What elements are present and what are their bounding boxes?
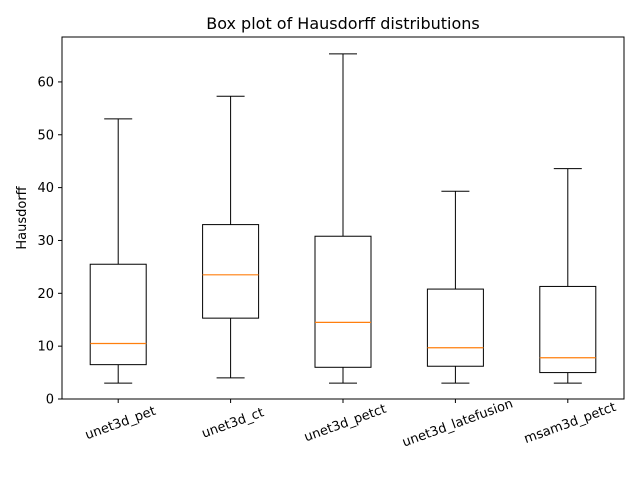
iqr-box — [89, 263, 147, 366]
y-tick-label: 60 — [37, 75, 54, 90]
iqr-box — [539, 285, 597, 374]
x-tick-label: unet3d_petct — [302, 402, 388, 446]
iqr-box — [426, 288, 484, 367]
y-tick-label: 30 — [37, 234, 54, 249]
y-tick-label: 0 — [46, 393, 54, 408]
y-tick-label: 10 — [37, 340, 54, 355]
x-tick-label: unet3d_pet — [83, 404, 158, 443]
x-tick-label: unet3d_latefusion — [400, 396, 515, 450]
y-tick-label: 40 — [37, 181, 54, 196]
x-tick-label: unet3d_ct — [200, 405, 266, 441]
y-axis-label: Hausdorff — [15, 185, 30, 249]
iqr-box — [314, 235, 372, 368]
iqr-box — [202, 224, 260, 319]
axes-frame — [61, 36, 625, 400]
y-tick-label: 20 — [37, 287, 54, 302]
chart-title: Box plot of Hausdorff distributions — [206, 14, 480, 33]
y-tick-label: 50 — [37, 128, 54, 143]
plot-area: 0 10 20 30 40 50 60 unet3d_pet unet3d_ct unet3d_p… — [37, 36, 625, 450]
x-tick-label: msam3d_petct — [522, 400, 618, 447]
